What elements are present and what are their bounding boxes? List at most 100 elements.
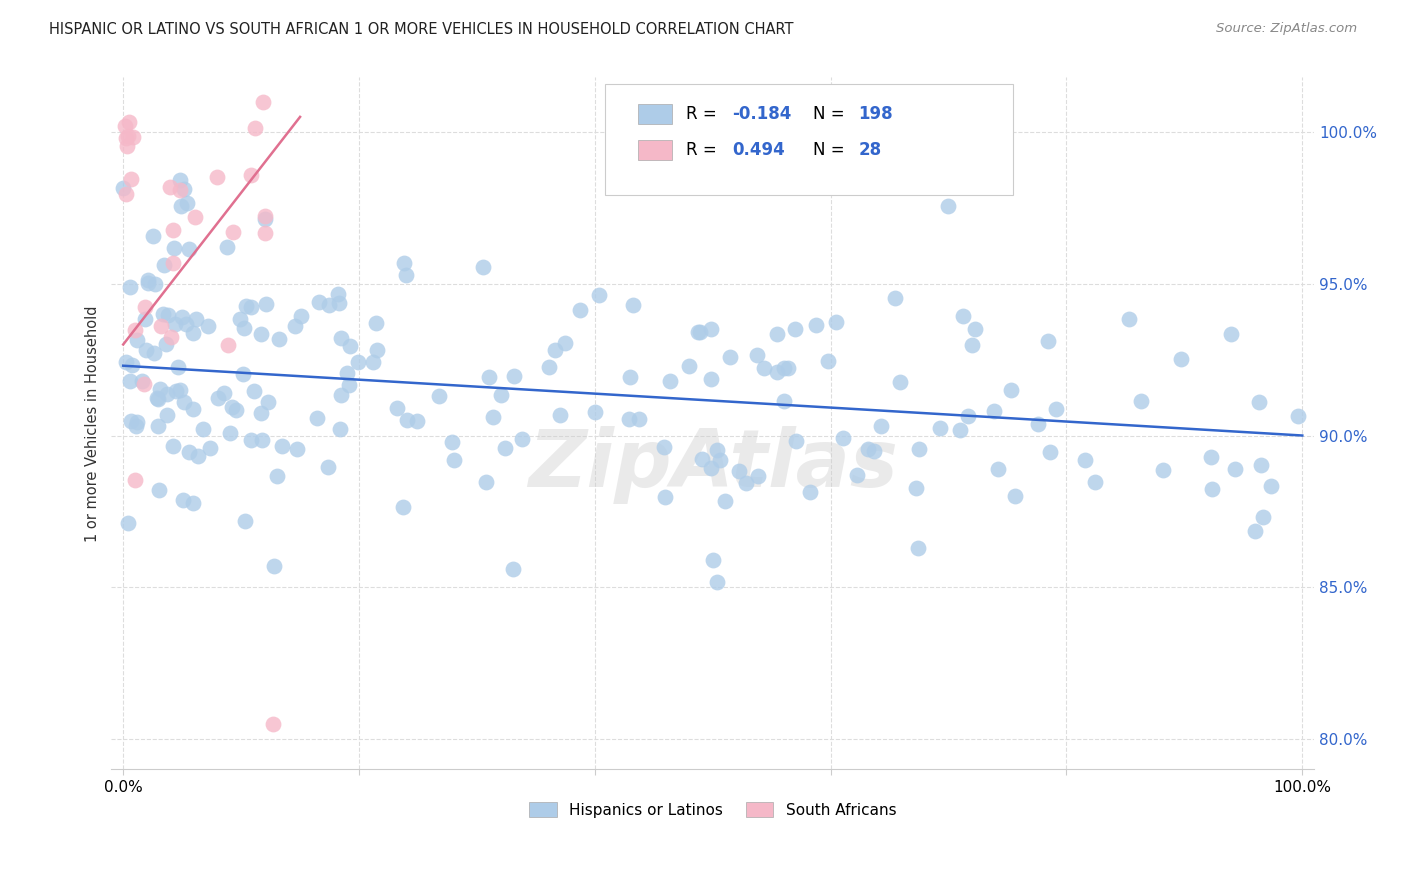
Point xyxy=(1000,384,1022,398)
Point xyxy=(176,195,198,210)
Point xyxy=(169,383,191,397)
Point xyxy=(583,405,606,419)
Point xyxy=(346,355,368,369)
Point xyxy=(952,310,974,324)
Point xyxy=(285,442,308,456)
Point xyxy=(120,414,142,428)
Point xyxy=(150,319,173,334)
Point xyxy=(181,326,204,341)
Point xyxy=(510,432,533,446)
Point xyxy=(229,311,252,326)
Point xyxy=(117,516,139,531)
Point xyxy=(207,170,229,185)
Point xyxy=(1199,450,1222,464)
Point xyxy=(153,258,176,272)
Point xyxy=(1084,475,1107,489)
Point xyxy=(1249,395,1271,409)
Point xyxy=(699,322,721,336)
Point xyxy=(776,360,799,375)
Point xyxy=(127,415,149,429)
Point xyxy=(328,296,350,310)
Point xyxy=(305,410,328,425)
Point xyxy=(747,469,769,483)
Point xyxy=(904,481,927,495)
Point xyxy=(1170,351,1192,366)
Point xyxy=(138,276,160,290)
Point xyxy=(1074,452,1097,467)
Point xyxy=(254,212,277,227)
Point xyxy=(1045,401,1067,416)
Y-axis label: 1 or more Vehicles in Household: 1 or more Vehicles in Household xyxy=(86,305,100,541)
Point xyxy=(766,327,789,342)
Point xyxy=(163,241,186,255)
Point xyxy=(254,297,277,311)
Point xyxy=(170,310,193,324)
Point xyxy=(569,302,592,317)
Point xyxy=(870,419,893,434)
Point xyxy=(728,464,751,478)
Point xyxy=(550,408,572,422)
Point xyxy=(114,355,136,369)
Point xyxy=(217,337,239,351)
Point xyxy=(700,372,723,386)
Text: R =: R = xyxy=(686,141,723,159)
Point xyxy=(491,388,513,402)
Point xyxy=(949,423,972,437)
Point xyxy=(503,368,526,383)
Point xyxy=(494,441,516,455)
Point xyxy=(907,541,929,555)
Point xyxy=(619,369,641,384)
Point xyxy=(316,460,339,475)
Point xyxy=(172,493,194,508)
Point xyxy=(714,494,737,508)
Point xyxy=(544,343,567,358)
Point xyxy=(983,404,1005,418)
Point xyxy=(1026,417,1049,431)
Point xyxy=(125,419,148,434)
Point xyxy=(124,474,146,488)
Point xyxy=(284,319,307,334)
Point xyxy=(212,386,235,401)
Point xyxy=(173,182,195,196)
Point xyxy=(845,467,868,482)
Point xyxy=(149,382,172,396)
Point xyxy=(233,515,256,529)
Point xyxy=(120,171,142,186)
Point xyxy=(170,199,193,213)
Point xyxy=(709,453,731,467)
Point xyxy=(114,119,136,133)
Point xyxy=(117,129,139,144)
Point xyxy=(134,300,156,314)
Point xyxy=(198,442,221,456)
Point xyxy=(169,183,191,197)
Point xyxy=(174,317,197,331)
Point xyxy=(328,287,350,301)
Point xyxy=(747,348,769,362)
Point xyxy=(142,346,165,360)
Point xyxy=(785,434,807,449)
Point xyxy=(690,451,713,466)
Point xyxy=(181,401,204,416)
Point xyxy=(146,392,169,406)
Point xyxy=(654,490,676,504)
Point xyxy=(366,343,388,357)
Point xyxy=(239,433,262,447)
Point xyxy=(271,440,294,454)
Point xyxy=(156,386,179,401)
Point xyxy=(318,298,340,312)
Point xyxy=(385,401,408,415)
Point xyxy=(155,336,177,351)
Point xyxy=(1201,482,1223,496)
Point xyxy=(262,716,284,731)
Point xyxy=(187,450,209,464)
FancyBboxPatch shape xyxy=(638,104,672,124)
Point xyxy=(252,95,274,109)
Point xyxy=(329,422,352,436)
Point xyxy=(502,561,524,575)
Text: 198: 198 xyxy=(858,105,893,123)
Point xyxy=(1244,524,1267,538)
Point xyxy=(392,256,415,270)
Point xyxy=(1130,393,1153,408)
Point xyxy=(193,422,215,436)
Text: HISPANIC OR LATINO VS SOUTH AFRICAN 1 OR MORE VEHICLES IN HOUSEHOLD CORRELATION : HISPANIC OR LATINO VS SOUTH AFRICAN 1 OR… xyxy=(49,22,794,37)
